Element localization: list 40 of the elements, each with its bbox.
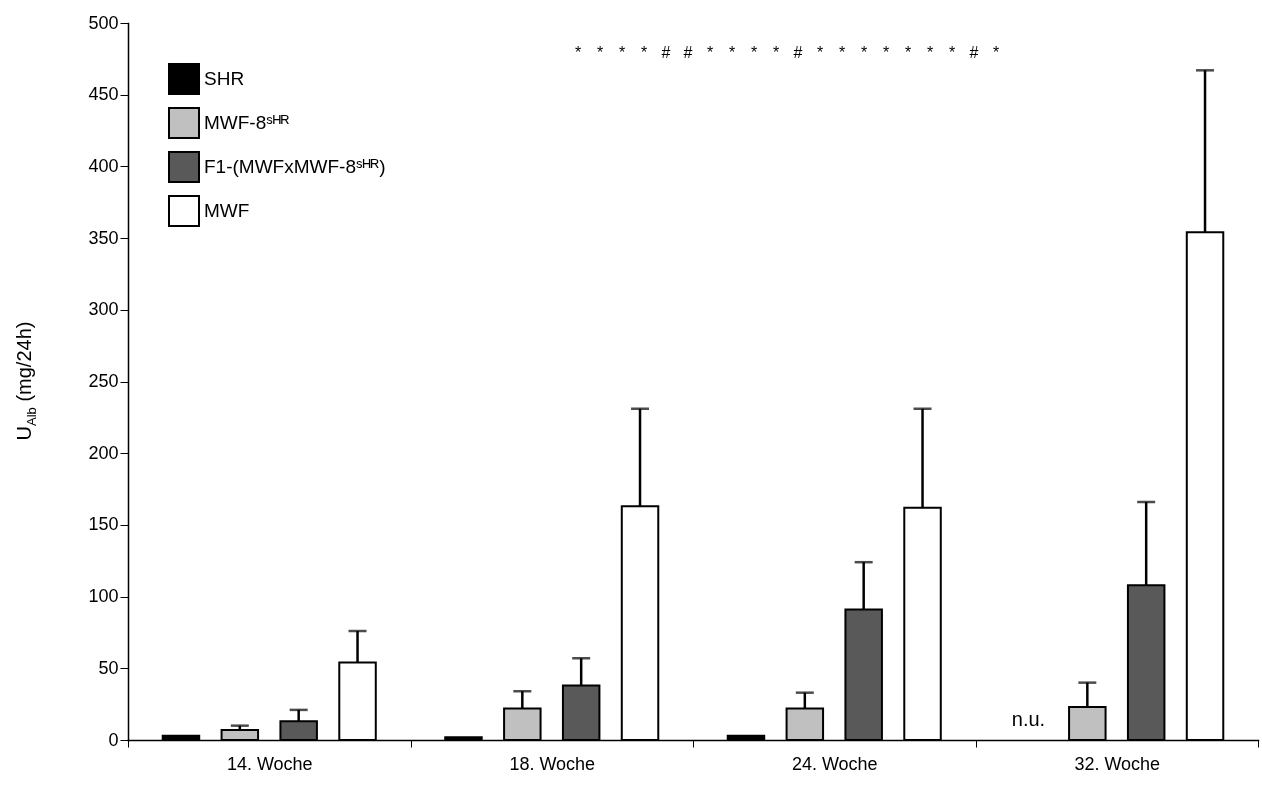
annotation: * [750,44,758,61]
x-tick-label: 24. Woche [791,753,878,774]
annotation: # [661,44,671,61]
text: n.u. [1011,708,1046,730]
annotation: * [860,44,868,61]
y-tick-label: 450 [88,84,119,105]
annotation: # [793,44,803,61]
legend-label: MWF-8ˢᴴᴿ [204,112,290,133]
x-tick-label: 18. Woche [509,753,596,774]
annotation: * [772,44,780,61]
annotation: * [728,44,736,61]
annotation: # [969,44,979,61]
annotation: * [706,44,714,61]
annotation: * [838,44,846,61]
annotation: # [683,44,693,61]
x-tick-label: 14. Woche [226,753,313,774]
annotation: * [948,44,956,61]
y-tick-label: 400 [88,155,119,176]
y-tick-label: 200 [88,442,119,463]
annotation: * [618,44,626,61]
y-tick-label: 100 [88,586,119,607]
y-tick-label: 250 [88,371,119,391]
annotation: * [816,44,824,61]
y-tick-label: 500 [88,12,119,33]
legend-label: F1-(MWFxMWF-8ˢᴴᴿ) [204,156,386,177]
legend-label: MWF [204,200,250,221]
x-tick-label: 32. Woche [1074,753,1161,774]
y-tick-label: 150 [88,514,119,535]
annotation: * [926,44,934,61]
legend-label: SHR [204,68,245,89]
annotation: * [574,44,582,61]
y-tick-label: 50 [98,657,119,678]
annotation: * [882,44,890,61]
annotation: * [640,44,648,61]
y-tick-label: 0 [108,729,119,750]
y-tick-label: 350 [88,227,119,248]
annotation: * [904,44,912,61]
annotation: * [992,44,1000,61]
y-tick-label: 300 [88,299,119,320]
annotation: * [596,44,604,61]
